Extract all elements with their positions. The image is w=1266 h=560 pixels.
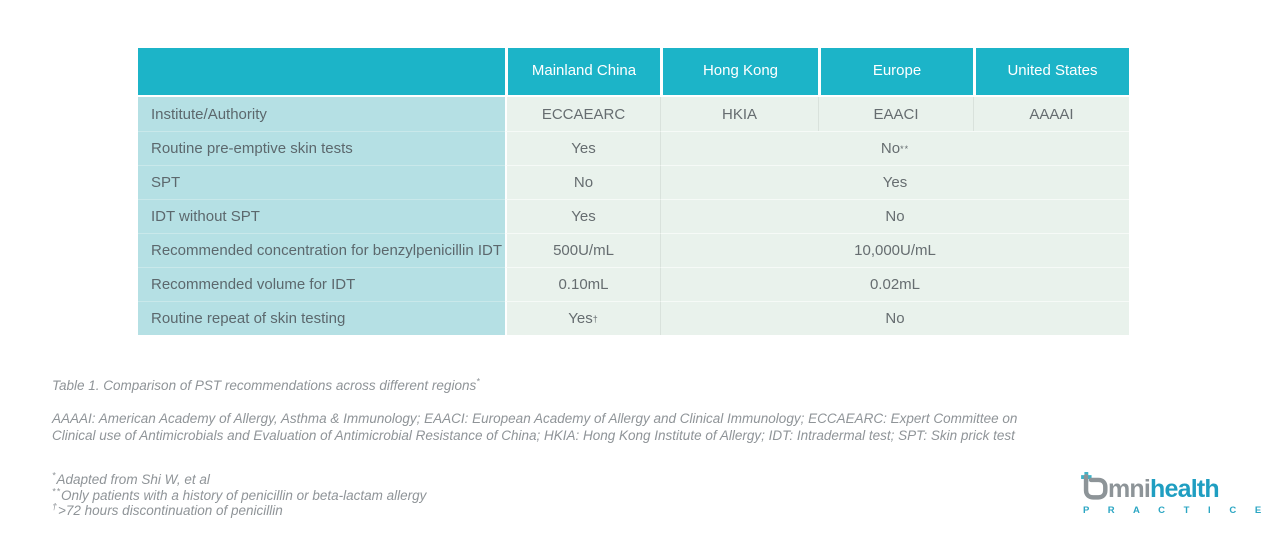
cell-value: 0.10mL — [558, 276, 609, 293]
cell-value: Yes — [571, 140, 596, 157]
cell-repeat-others: No — [660, 301, 1129, 335]
cell-idt-others: No — [660, 199, 1129, 233]
cell-value: 10,000U/mL — [854, 242, 936, 259]
header-cell-mainland-china: Mainland China — [505, 48, 660, 97]
cell-spt-others: Yes — [660, 165, 1129, 199]
comparison-table: Mainland China Hong Kong Europe United S… — [138, 48, 1129, 335]
cell-value: 500U/mL — [553, 242, 614, 259]
footnote-text: Adapted from Shi W, et al — [56, 472, 210, 487]
cell-institute-hong-kong: HKIA — [660, 97, 818, 131]
header-cell-united-states: United States — [973, 48, 1129, 97]
caption-footnote-marker: * — [476, 376, 481, 387]
cell-volume-mainland: 0.10mL — [505, 267, 660, 301]
cell-value: Yes — [571, 208, 596, 225]
header-cell-empty — [138, 48, 505, 97]
footnotes: *Adapted from Shi W, et al **Only patien… — [52, 470, 427, 519]
cell-value: No — [885, 310, 905, 327]
table-caption: Table 1. Comparison of PST recommendatio… — [52, 376, 481, 393]
cell-value: No — [573, 174, 594, 191]
omnihealth-practice-logo: mni health P R A C T I C E — [1078, 472, 1266, 516]
logo-text-practice: P R A C T I C E — [1083, 505, 1266, 516]
row-label-repeat-testing: Routine repeat of skin testing — [138, 301, 505, 335]
row-label-preemptive-tests: Routine pre-emptive skin tests — [138, 131, 505, 165]
cell-concentration-others: 10,000U/mL — [660, 233, 1129, 267]
row-label-idt-without-spt: IDT without SPT — [138, 199, 505, 233]
logo-wordmark: mni health — [1078, 472, 1228, 502]
cell-institute-europe: EAACI — [818, 97, 973, 131]
row-label-institute-authority: Institute/Authority — [138, 97, 505, 131]
header-cell-europe: Europe — [818, 48, 973, 97]
cell-spt-mainland: No — [505, 165, 660, 199]
cell-value: Yes — [882, 174, 908, 191]
footnote-adapted: *Adapted from Shi W, et al — [52, 470, 426, 488]
cell-value: No — [885, 208, 905, 225]
row-label-volume: Recommended volume for IDT — [138, 267, 505, 301]
footnote-marker: * — [52, 470, 57, 481]
footnote-marker: ** — [52, 486, 62, 496]
cell-value: 0.02mL — [869, 276, 921, 293]
abbreviation-key: AAAAI: American Academy of Allergy, Asth… — [52, 411, 1018, 443]
cell-institute-mainland: ECCAEARC — [505, 97, 660, 131]
cell-repeat-mainland: Yes † — [505, 301, 660, 335]
cell-idt-mainland: Yes — [505, 199, 660, 233]
cell-institute-united-states: AAAAI — [973, 97, 1129, 131]
cell-value: No — [880, 140, 901, 157]
header-cell-hong-kong: Hong Kong — [660, 48, 818, 97]
cell-volume-others: 0.02mL — [660, 267, 1129, 301]
cell-value: Yes — [568, 310, 593, 327]
caption-text: Table 1. Comparison of PST recommendatio… — [52, 378, 477, 393]
row-label-concentration: Recommended concentration for benzylpeni… — [138, 233, 505, 267]
footnote-text: >72 hours discontinuation of penicillin — [58, 503, 283, 518]
omnihealth-o-cross-icon — [1081, 472, 1108, 500]
footnote-text: Only patients with a history of penicill… — [61, 487, 427, 503]
cell-concentration-mainland: 500U/mL — [505, 233, 660, 267]
footnote-discontinuation: †>72 hours discontinuation of penicillin — [52, 501, 426, 519]
logo-text-health: health — [1150, 475, 1220, 503]
footnote-history: **Only patients with a history of penici… — [52, 486, 427, 504]
cell-preemptive-mainland: Yes — [505, 131, 660, 165]
footnote-marker: † — [52, 501, 59, 512]
row-label-spt: SPT — [138, 165, 505, 199]
cell-preemptive-others: No ** — [660, 131, 1129, 165]
logo-text-omni: mni — [1108, 475, 1151, 503]
